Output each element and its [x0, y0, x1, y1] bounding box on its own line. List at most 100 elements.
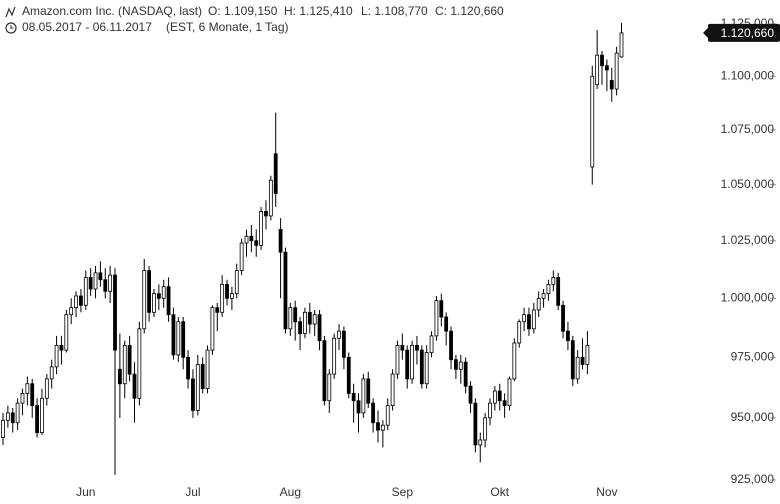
- candle-body: [317, 314, 322, 342]
- candle-body: [590, 75, 595, 168]
- candle-body: [249, 235, 254, 242]
- candle-body: [322, 340, 327, 402]
- candle-body: [400, 344, 405, 351]
- candle-body: [113, 274, 117, 351]
- candle-body: [127, 344, 132, 375]
- candle-body: [171, 314, 176, 356]
- candle-body: [83, 277, 88, 306]
- candle-body: [429, 335, 434, 353]
- candle-body: [49, 366, 54, 380]
- range-note: (EST, 6 Monate, 1 Tag): [166, 20, 289, 34]
- candle-body: [556, 277, 561, 306]
- last-price-label: 1.120,660: [721, 26, 775, 40]
- last-price-pointer: [703, 27, 708, 38]
- candle-body: [478, 439, 483, 446]
- candle-body: [93, 272, 98, 290]
- candle-body: [20, 393, 25, 404]
- candle-body: [30, 383, 35, 406]
- candle-body: [44, 378, 49, 399]
- candle-body: [186, 356, 190, 380]
- candle-body: [307, 311, 312, 325]
- candle-body: [522, 314, 526, 323]
- candle-body: [278, 229, 283, 253]
- date-range: 08.05.2017 - 06.11.2017: [22, 20, 152, 34]
- candle-body: [434, 300, 439, 337]
- candle-body: [234, 270, 239, 295]
- candle-body: [390, 373, 395, 406]
- candle-body: [64, 314, 69, 351]
- candle-body: [264, 211, 268, 217]
- candle-body: [74, 295, 78, 309]
- candle-body: [293, 307, 298, 323]
- candle-body: [35, 405, 39, 433]
- candle-body: [546, 283, 551, 295]
- candle-body: [244, 235, 249, 244]
- candle-body: [405, 349, 410, 380]
- candle-body: [468, 385, 473, 404]
- candle-body: [200, 364, 205, 389]
- candle-body: [570, 340, 575, 380]
- candle-body: [351, 393, 356, 402]
- y-tick-label: 1.075,000: [721, 122, 775, 136]
- candle-body: [1, 419, 5, 438]
- candle-body: [254, 240, 259, 246]
- x-tick-label: Sep: [392, 485, 414, 499]
- candle-body: [142, 270, 147, 330]
- candle-body: [341, 330, 346, 358]
- candle-body: [595, 54, 600, 86]
- y-tick-label: 925,000: [731, 472, 775, 486]
- candle-body: [215, 307, 220, 313]
- chart-title: Amazon.com Inc. (NASDAQ, last): [22, 4, 202, 18]
- y-tick-label: 1.000,000: [721, 290, 775, 304]
- candle-body: [229, 293, 234, 299]
- candle-body: [575, 356, 580, 380]
- candle-body: [273, 153, 278, 194]
- candle-body: [176, 321, 181, 356]
- candle-body: [122, 344, 127, 385]
- candle-body: [210, 307, 215, 351]
- candle-body: [415, 344, 419, 351]
- candle-body: [527, 314, 531, 330]
- x-tick-label: Okt: [490, 485, 509, 499]
- candle-body: [156, 293, 161, 299]
- candle-body: [376, 422, 380, 431]
- candle-body: [604, 65, 609, 71]
- ohlc-label: C: 1.120,660: [435, 4, 504, 18]
- candle-body: [410, 344, 414, 380]
- candle-body: [40, 397, 44, 433]
- candle-body: [449, 330, 453, 361]
- candle-body: [561, 304, 565, 332]
- candle-body: [424, 352, 429, 385]
- candle-body: [181, 321, 186, 358]
- candle-body: [103, 279, 108, 292]
- candle-body: [220, 283, 225, 313]
- candle-body: [117, 368, 122, 385]
- y-tick-label: 1.025,000: [721, 233, 775, 247]
- candle-body: [5, 412, 10, 421]
- candle-body: [551, 277, 556, 285]
- candle-body: [531, 309, 536, 330]
- y-tick-label: 1.100,000: [721, 68, 775, 82]
- candle-body: [439, 300, 444, 318]
- candle-body: [288, 307, 293, 330]
- candle-body: [619, 32, 624, 58]
- candle-body: [502, 400, 507, 406]
- candle-body: [225, 283, 229, 299]
- candle-body: [492, 390, 497, 404]
- candle-body: [79, 295, 83, 306]
- y-tick-label: 1.050,000: [721, 177, 775, 191]
- candle-body: [161, 286, 166, 299]
- ohlc-label: H: 1.125,410: [284, 4, 353, 18]
- header-icons: [5, 6, 17, 34]
- candle-body: [98, 272, 103, 281]
- candle-body: [268, 179, 273, 217]
- candle-body: [137, 328, 142, 399]
- candle-body: [147, 270, 152, 313]
- candle-body: [195, 364, 200, 411]
- candle-body: [458, 361, 463, 370]
- candle-body: [566, 330, 570, 342]
- y-tick-label: 950,000: [731, 410, 775, 424]
- x-tick-label: Jul: [185, 485, 200, 499]
- candle-body: [536, 297, 541, 311]
